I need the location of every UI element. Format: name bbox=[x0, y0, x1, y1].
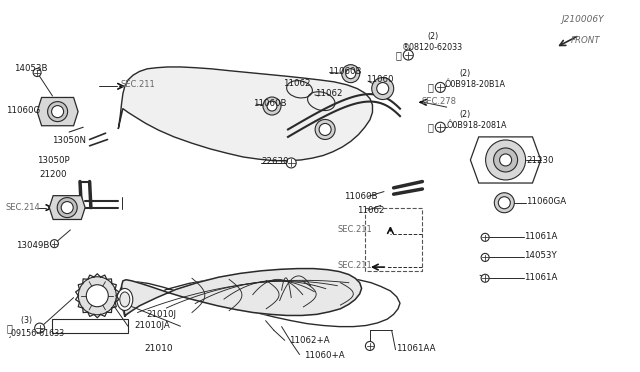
Text: 13050P: 13050P bbox=[37, 156, 70, 165]
Text: Ô0B918-2081A: Ô0B918-2081A bbox=[447, 121, 508, 130]
Circle shape bbox=[499, 197, 510, 209]
Text: 13049B: 13049B bbox=[16, 241, 49, 250]
Text: SEC.211: SEC.211 bbox=[120, 80, 155, 89]
Circle shape bbox=[33, 68, 41, 77]
Circle shape bbox=[493, 148, 518, 172]
Bar bbox=[52, 319, 128, 333]
Text: SEC.214: SEC.214 bbox=[5, 203, 40, 212]
Text: 13050N: 13050N bbox=[52, 136, 86, 145]
Text: Ⓑ: Ⓑ bbox=[396, 50, 401, 60]
Text: ®08120-62033: ®08120-62033 bbox=[402, 43, 463, 52]
Circle shape bbox=[47, 102, 68, 122]
Circle shape bbox=[78, 277, 116, 315]
Text: 11060GA: 11060GA bbox=[526, 197, 566, 206]
Circle shape bbox=[403, 50, 413, 60]
Text: 22630: 22630 bbox=[261, 157, 289, 166]
Text: 11062: 11062 bbox=[357, 206, 385, 215]
Text: 21010J: 21010J bbox=[146, 310, 176, 319]
Circle shape bbox=[435, 122, 445, 132]
Circle shape bbox=[86, 285, 108, 307]
Text: J210006Y: J210006Y bbox=[562, 15, 605, 24]
Text: 11060B: 11060B bbox=[253, 99, 286, 108]
Polygon shape bbox=[122, 269, 362, 315]
Circle shape bbox=[372, 77, 394, 100]
Text: 11060B: 11060B bbox=[328, 67, 361, 76]
Circle shape bbox=[486, 140, 525, 180]
Text: 11060B: 11060B bbox=[344, 192, 378, 201]
Circle shape bbox=[51, 240, 58, 248]
Circle shape bbox=[365, 341, 374, 350]
Text: 11060G: 11060G bbox=[6, 106, 41, 115]
Circle shape bbox=[494, 193, 515, 213]
Polygon shape bbox=[37, 97, 78, 126]
Polygon shape bbox=[49, 196, 85, 219]
Text: 11062: 11062 bbox=[315, 89, 342, 98]
Text: SEC.211: SEC.211 bbox=[338, 225, 372, 234]
Text: ¸09156-61633: ¸09156-61633 bbox=[8, 328, 65, 337]
Circle shape bbox=[481, 233, 489, 241]
Text: 11061A: 11061A bbox=[524, 273, 557, 282]
Circle shape bbox=[57, 198, 77, 218]
Circle shape bbox=[481, 274, 489, 282]
Circle shape bbox=[61, 202, 73, 214]
Circle shape bbox=[342, 65, 360, 83]
Circle shape bbox=[263, 97, 281, 115]
Ellipse shape bbox=[117, 288, 133, 311]
Circle shape bbox=[315, 119, 335, 140]
Text: 11062+A: 11062+A bbox=[289, 336, 330, 345]
Text: 11062: 11062 bbox=[283, 79, 310, 88]
Text: 11061AA: 11061AA bbox=[396, 344, 435, 353]
Circle shape bbox=[481, 253, 489, 262]
Text: SEC.211: SEC.211 bbox=[338, 262, 372, 270]
Text: Ⓝ: Ⓝ bbox=[428, 122, 433, 132]
Text: Ô0B918-20B1A: Ô0B918-20B1A bbox=[445, 80, 506, 89]
Circle shape bbox=[319, 124, 331, 135]
Bar bbox=[365, 208, 422, 271]
Circle shape bbox=[52, 106, 63, 118]
Text: (2): (2) bbox=[460, 110, 471, 119]
Text: FRONT: FRONT bbox=[571, 36, 600, 45]
Circle shape bbox=[435, 83, 445, 92]
Circle shape bbox=[500, 154, 511, 166]
Circle shape bbox=[267, 101, 277, 111]
Text: SEC.278: SEC.278 bbox=[421, 97, 456, 106]
Circle shape bbox=[377, 83, 388, 94]
Text: 21230: 21230 bbox=[526, 156, 554, 165]
Text: 21010: 21010 bbox=[144, 344, 173, 353]
Circle shape bbox=[286, 158, 296, 168]
Text: (3): (3) bbox=[16, 316, 32, 325]
Ellipse shape bbox=[120, 292, 130, 307]
Circle shape bbox=[35, 323, 45, 333]
Circle shape bbox=[346, 69, 356, 78]
Text: Ⓑ: Ⓑ bbox=[6, 323, 12, 333]
Text: 21010JA: 21010JA bbox=[134, 321, 170, 330]
Text: 21200: 21200 bbox=[40, 170, 67, 179]
Text: Ⓝ: Ⓝ bbox=[428, 83, 433, 92]
Text: (2): (2) bbox=[428, 32, 439, 41]
Text: 11060+A: 11060+A bbox=[304, 351, 344, 360]
Text: (2): (2) bbox=[460, 69, 471, 78]
Text: 14053B: 14053B bbox=[14, 64, 47, 73]
Text: 11060: 11060 bbox=[366, 76, 394, 84]
Text: 14053Y: 14053Y bbox=[524, 251, 556, 260]
Polygon shape bbox=[118, 67, 372, 161]
Text: 11061A: 11061A bbox=[524, 232, 557, 241]
